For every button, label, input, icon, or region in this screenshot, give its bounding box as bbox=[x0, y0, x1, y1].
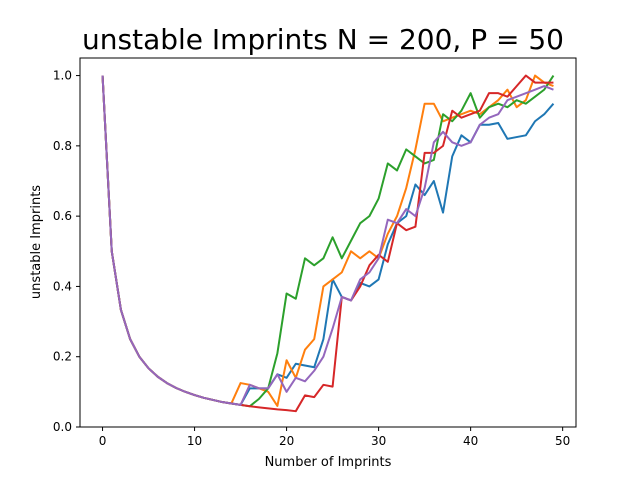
x-tick-label: 40 bbox=[463, 434, 478, 448]
y-tick-label: 0.6 bbox=[53, 209, 72, 223]
x-tick-label: 10 bbox=[187, 434, 202, 448]
series-line-4 bbox=[101, 74, 554, 413]
x-axis: 0 10 20 30 40 50 bbox=[99, 427, 570, 448]
x-tick-label: 20 bbox=[279, 434, 294, 448]
y-axis-label: unstable Imprints bbox=[29, 185, 44, 299]
x-tick-label: 50 bbox=[555, 434, 570, 448]
plot-area bbox=[79, 57, 577, 428]
chart-title: unstable Imprints N = 200, P = 50 bbox=[82, 23, 564, 56]
y-tick-label: 0.4 bbox=[53, 279, 72, 293]
axes-frame bbox=[79, 57, 577, 428]
x-tick-label: 0 bbox=[99, 434, 107, 448]
series-line-5 bbox=[101, 75, 554, 406]
y-tick-label: 0.2 bbox=[53, 350, 72, 364]
x-axis-label: Number of Imprints bbox=[265, 455, 392, 470]
y-tick-label: 0.8 bbox=[53, 139, 72, 153]
y-tick-label: 1.0 bbox=[53, 69, 72, 83]
y-tick-label: 0.0 bbox=[53, 420, 72, 434]
x-tick-label: 30 bbox=[371, 434, 386, 448]
series-layer bbox=[101, 74, 555, 413]
y-axis: 0.0 0.2 0.4 0.6 0.8 1.0 bbox=[53, 69, 80, 434]
series-line-1 bbox=[101, 75, 555, 406]
